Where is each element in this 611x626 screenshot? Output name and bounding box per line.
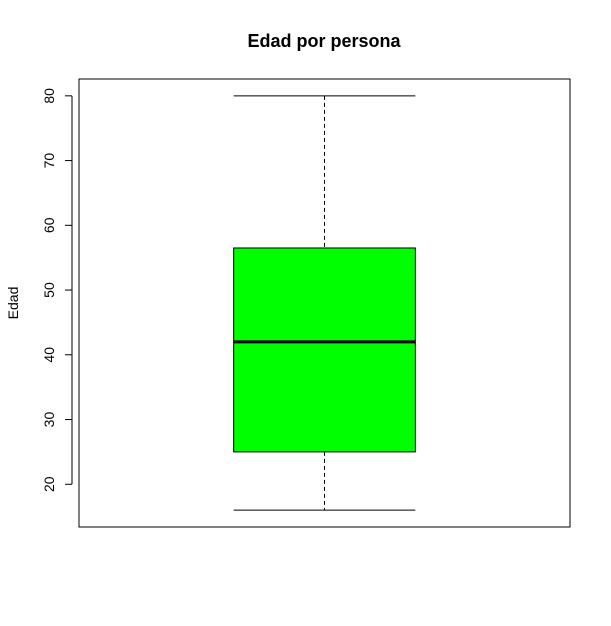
y-tick-label: 40 <box>41 347 57 363</box>
y-axis-label: Edad <box>5 287 21 320</box>
box-series <box>233 95 416 511</box>
y-tick-label: 20 <box>41 476 57 492</box>
y-tick-label: 80 <box>41 88 57 104</box>
y-tick-label: 60 <box>41 217 57 233</box>
chart-title: Edad por persona <box>247 31 401 51</box>
y-axis: 20 30 40 50 60 70 80 <box>41 88 73 492</box>
y-tick-label: 30 <box>41 412 57 428</box>
y-tick-label: 70 <box>41 153 57 169</box>
iqr-box <box>233 247 416 453</box>
y-tick-label: 50 <box>41 282 57 298</box>
plot-frame <box>78 78 571 528</box>
